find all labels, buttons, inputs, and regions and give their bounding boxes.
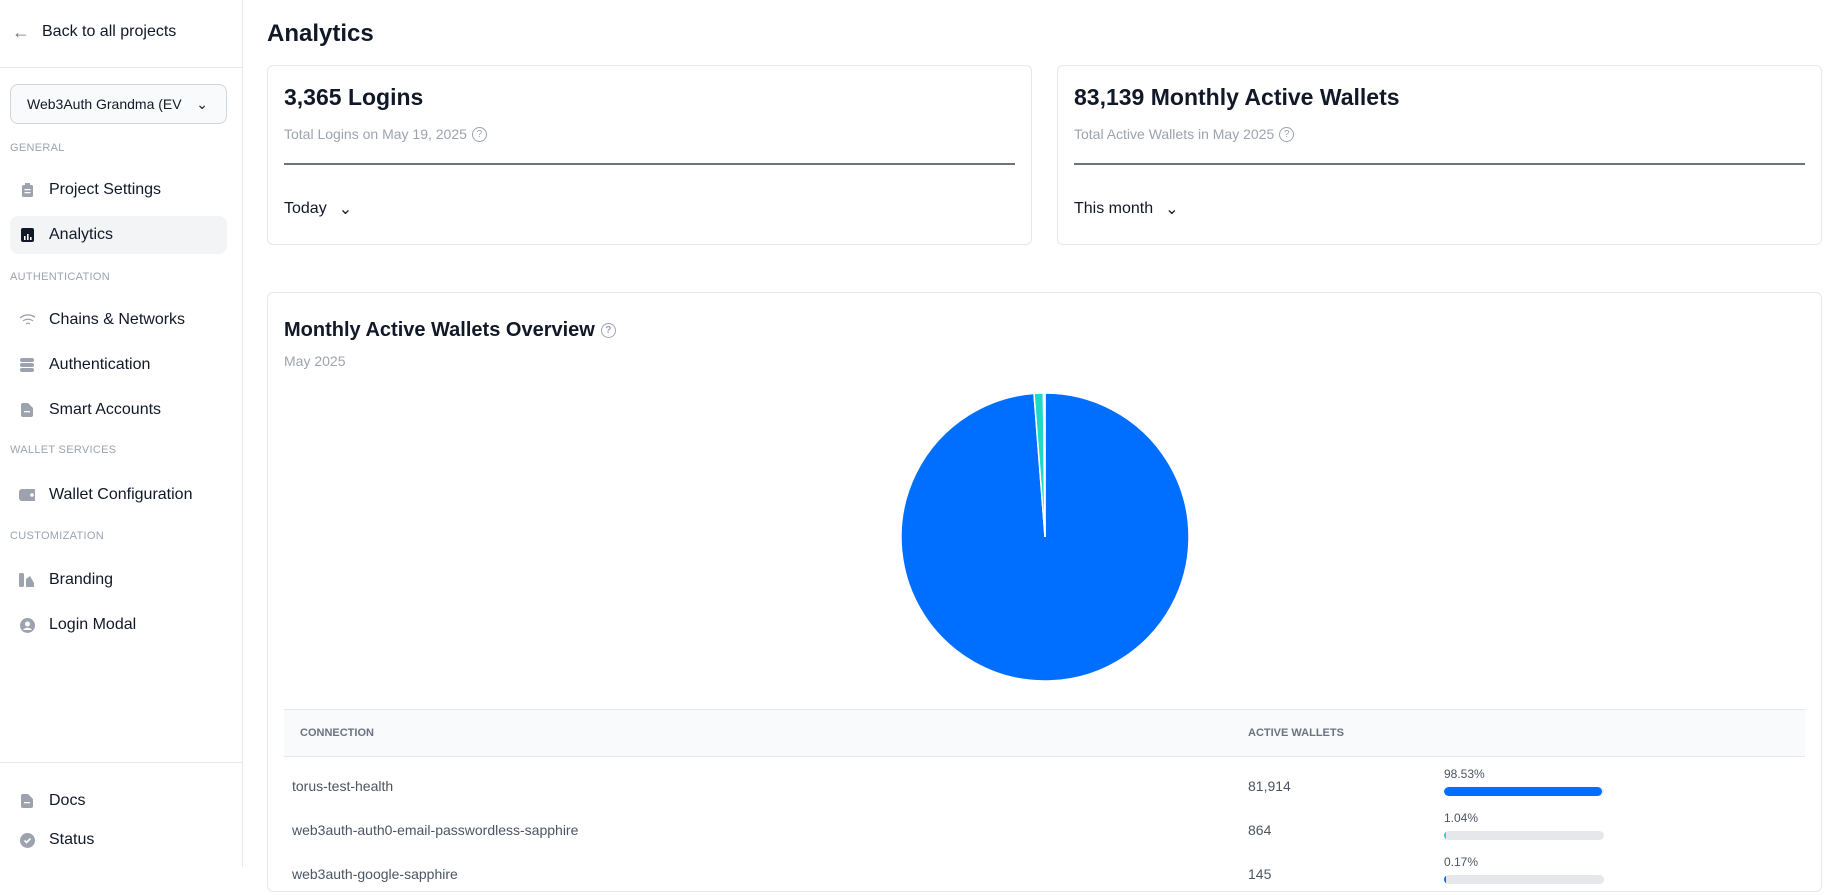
period-value: This month [1074, 200, 1154, 217]
overview-title: Monthly Active Wallets Overview? [284, 319, 616, 342]
active-wallets-value: 81,914 [1248, 778, 1291, 794]
pie-slice-web3auth-google-sapphire[interactable] [1042, 392, 1046, 538]
section-general: GENERAL [10, 142, 65, 154]
help-icon[interactable]: ? [471, 126, 487, 142]
percent-bar-fill [1444, 831, 1446, 840]
label: Project Settings [49, 181, 162, 198]
label: Docs [49, 792, 86, 809]
active-wallets-value: 864 [1248, 822, 1272, 838]
subtitle-text: Total Active Wallets in May 2025 [1074, 126, 1275, 142]
label: Login Modal [49, 616, 137, 633]
clipboard-icon [19, 182, 35, 198]
sidebar-item-project-settings[interactable]: Project Settings [10, 171, 227, 209]
back-to-projects-link[interactable]: ← Back to all projects [12, 18, 176, 46]
arrow-left-icon: ← [12, 21, 30, 42]
label: Smart Accounts [49, 401, 162, 418]
active-wallets-card: 83,139 Monthly Active Wallets Total Acti… [1057, 65, 1822, 245]
sidebar-item-branding[interactable]: Branding [10, 561, 227, 599]
section-authentication: AUTHENTICATION [10, 271, 110, 283]
label: Wallet Configuration [49, 486, 193, 503]
wallet-icon [19, 487, 35, 503]
percent-bar-fill [1444, 875, 1446, 884]
sidebar-item-docs[interactable]: Docs [10, 782, 227, 820]
chevron-down-icon: ⌄ [1165, 201, 1179, 218]
back-label: Back to all projects [42, 23, 177, 40]
label: Analytics [49, 226, 114, 243]
chevron-down-icon: ⌄ [338, 201, 353, 218]
period-dropdown[interactable]: This month ⌄ [1074, 199, 1179, 219]
logins-subtitle: Total Logins on May 19, 2025? [284, 126, 487, 142]
label: Status [49, 831, 95, 848]
sidebar-item-analytics[interactable]: Analytics [10, 216, 227, 254]
check-badge-icon [19, 832, 35, 848]
divider [1074, 163, 1805, 165]
sidebar: ← Back to all projects Web3Auth Grandma (… [0, 0, 243, 867]
section-customization: CUSTOMIZATION [10, 530, 104, 542]
divider [0, 67, 242, 68]
section-wallet-services: WALLET SERVICES [10, 444, 117, 456]
sidebar-item-authentication[interactable]: Authentication [10, 346, 227, 384]
title-text: Monthly Active Wallets Overview [284, 319, 595, 341]
percent-bar [1444, 831, 1604, 840]
document-icon [19, 402, 35, 418]
overview-card: Monthly Active Wallets Overview? May 202… [267, 292, 1822, 892]
percent-bar [1444, 787, 1604, 796]
percent-label: 1.04% [1444, 811, 1479, 825]
main-content: Analytics 3,365 Logins Total Logins on M… [243, 0, 1840, 892]
project-name: Web3Auth Grandma (EV [27, 96, 182, 112]
divider [284, 163, 1015, 165]
table-header: CONNECTION ACTIVE WALLETS [284, 709, 1805, 757]
connection-name: torus-test-health [292, 778, 394, 794]
column-active-wallets: ACTIVE WALLETS [1248, 727, 1344, 739]
table-row: web3auth-auth0-email-passwordless-sapphi… [284, 807, 1805, 851]
active-wallets-subtitle: Total Active Wallets in May 2025? [1074, 126, 1295, 142]
sidebar-item-smart-accounts[interactable]: Smart Accounts [10, 391, 227, 429]
divider [0, 762, 242, 763]
column-connection: CONNECTION [300, 727, 374, 739]
connection-name: web3auth-auth0-email-passwordless-sapphi… [292, 822, 579, 838]
percent-bar-fill [1444, 787, 1602, 796]
sidebar-item-chains-networks[interactable]: Chains & Networks [10, 301, 227, 339]
user-circle-icon [19, 617, 35, 633]
percent-label: 0.17% [1444, 855, 1479, 869]
help-icon[interactable]: ? [1279, 126, 1295, 142]
wifi-icon [19, 312, 35, 328]
logins-card: 3,365 Logins Total Logins on May 19, 202… [267, 65, 1032, 245]
label: Chains & Networks [49, 311, 186, 328]
connection-name: web3auth-google-sapphire [292, 866, 458, 882]
subtitle-text: Total Logins on May 19, 2025 [284, 126, 467, 142]
document-icon [19, 793, 35, 809]
chart-icon [19, 227, 35, 243]
label: Branding [49, 571, 114, 588]
database-icon [19, 357, 35, 373]
sidebar-item-wallet-configuration[interactable]: Wallet Configuration [10, 476, 227, 514]
help-icon[interactable]: ? [600, 323, 616, 338]
active-wallets-value: 145 [1248, 866, 1272, 882]
logins-count: 3,365 Logins [284, 84, 424, 110]
page-title: Analytics [267, 20, 374, 47]
period-value: Today [284, 200, 327, 217]
pie-chart [900, 392, 1190, 682]
label: Authentication [49, 356, 151, 373]
table-row: torus-test-health 81,914 98.53% [284, 763, 1805, 807]
project-selector[interactable]: Web3Auth Grandma (EV ⌄ [10, 84, 227, 124]
percent-label: 98.53% [1444, 767, 1485, 781]
percent-bar [1444, 875, 1604, 884]
overview-subtitle: May 2025 [284, 353, 346, 369]
active-wallets-count: 83,139 Monthly Active Wallets [1074, 84, 1400, 110]
sidebar-item-login-modal[interactable]: Login Modal [10, 606, 227, 644]
sidebar-item-status[interactable]: Status [10, 821, 227, 859]
table-row: web3auth-google-sapphire 145 0.17% [284, 851, 1805, 895]
period-dropdown[interactable]: Today ⌄ [284, 199, 352, 219]
chevron-down-icon: ⌄ [196, 95, 208, 112]
palette-icon [19, 572, 35, 588]
